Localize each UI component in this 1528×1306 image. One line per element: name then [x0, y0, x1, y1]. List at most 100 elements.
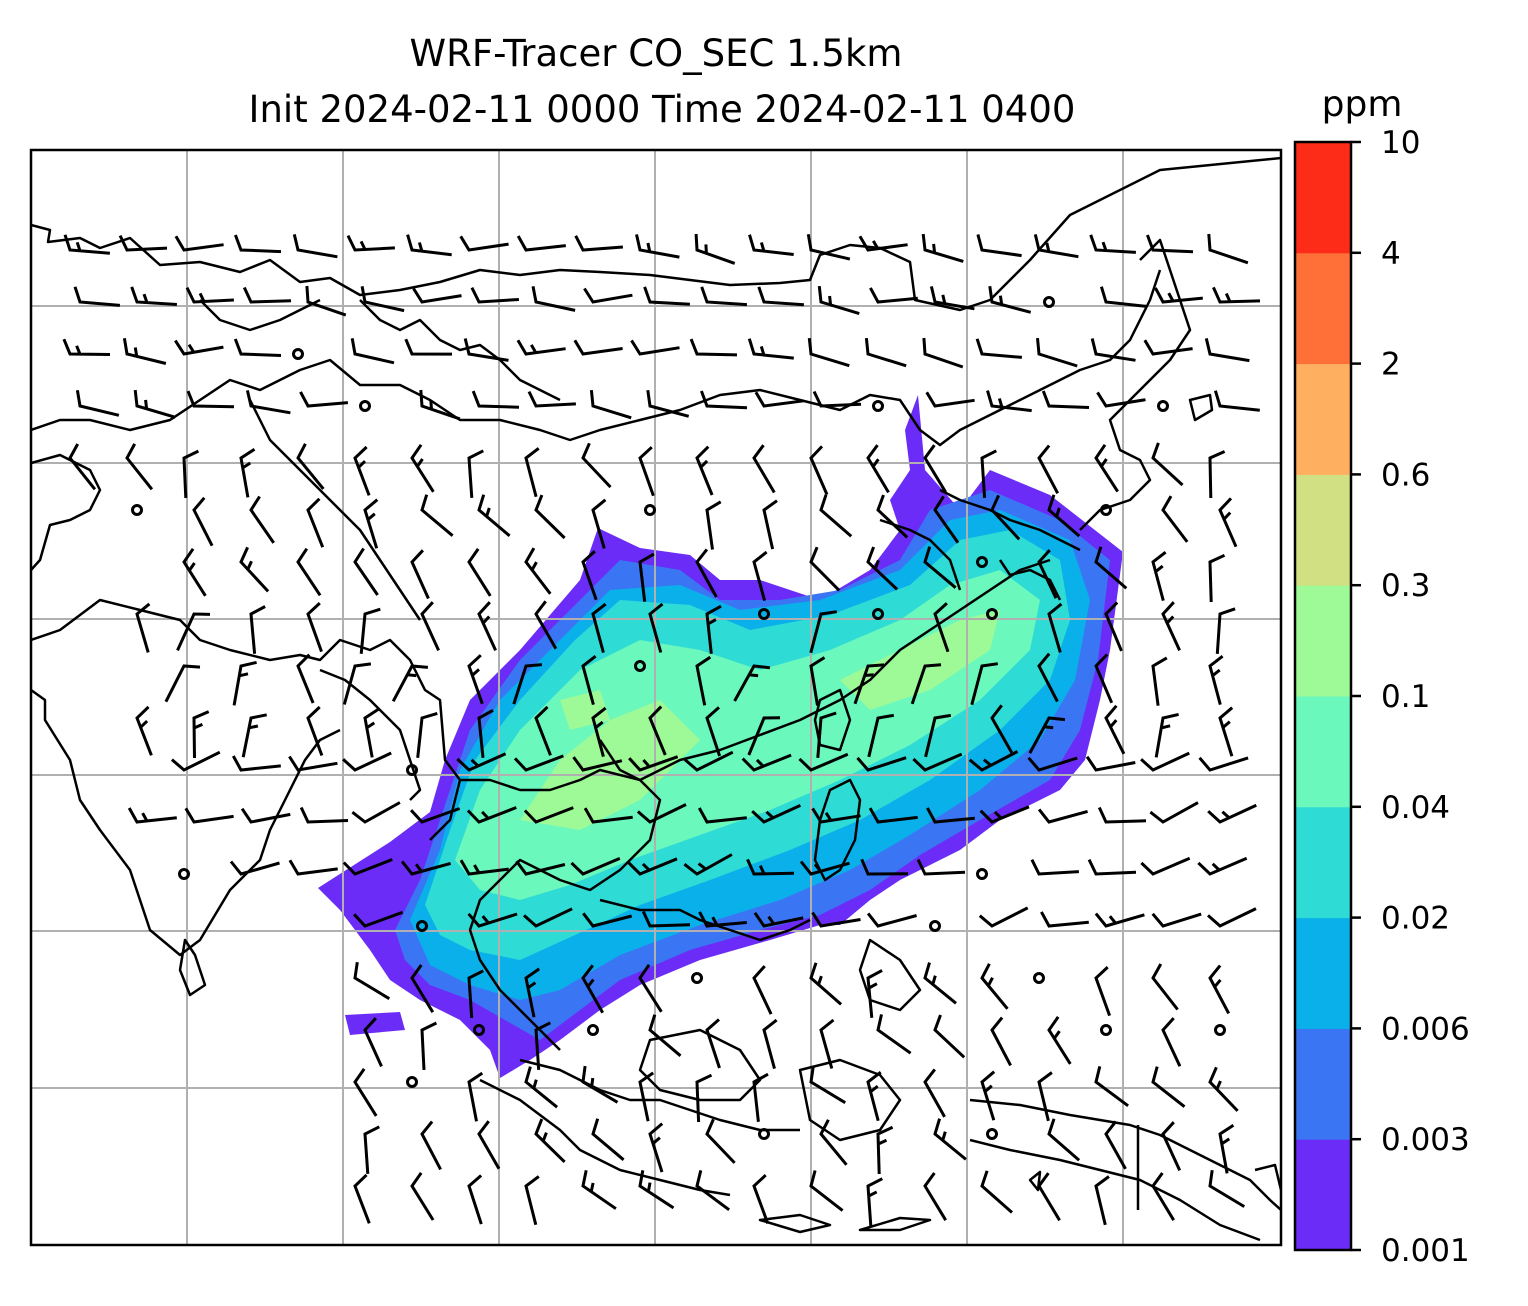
wind-barb	[581, 655, 597, 705]
wind-barb	[1085, 755, 1136, 772]
wind-barb	[570, 857, 621, 876]
wind-barb	[133, 389, 176, 419]
wind-barb	[416, 711, 438, 758]
calm-wind-marker	[1100, 1024, 1112, 1036]
wind-barb	[1033, 234, 1079, 259]
wind-barb	[185, 286, 234, 304]
wind-barb	[477, 601, 497, 652]
wind-barb	[924, 713, 952, 758]
wind-barb	[1094, 443, 1119, 493]
wind-barb	[695, 655, 712, 706]
wind-barb	[581, 550, 598, 601]
wind-barb	[923, 1172, 947, 1221]
wind-barb	[1161, 1017, 1182, 1067]
wind-barb	[470, 287, 519, 304]
wind-barb	[916, 858, 966, 876]
wind-barb	[249, 605, 266, 654]
wind-barb	[699, 390, 748, 410]
calm-wind-marker	[872, 608, 884, 620]
wind-barb	[752, 965, 773, 1015]
colorbar-segment	[1295, 142, 1351, 254]
wind-barb	[420, 1021, 438, 1070]
colorbar-segment	[1295, 363, 1351, 475]
wind-barb	[534, 494, 566, 540]
wind-barb	[467, 1071, 484, 1122]
wind-barb	[807, 337, 850, 368]
colorbar-tick-label: 0.6	[1381, 457, 1430, 493]
wind-barb	[1161, 495, 1189, 543]
gridlines	[31, 150, 1281, 1245]
wind-barb	[819, 1119, 848, 1166]
wind-barb	[299, 806, 349, 824]
wind-barb	[1149, 801, 1199, 824]
wind-barb	[1037, 808, 1088, 824]
wind-barb	[1143, 339, 1193, 356]
wind-barb	[990, 704, 1014, 754]
calm-wind-marker	[587, 1024, 599, 1036]
wind-barb	[249, 495, 275, 544]
wind-barb	[809, 656, 826, 706]
wind-barb	[1204, 338, 1250, 363]
wind-barb	[1215, 607, 1236, 655]
wind-barb	[929, 286, 975, 311]
wind-barb	[363, 498, 379, 549]
wind-barb	[864, 337, 907, 368]
wind-barb	[182, 449, 200, 499]
wind-barb	[921, 233, 964, 263]
wind-barb	[980, 1070, 996, 1121]
wind-barb	[1207, 803, 1257, 824]
wind-barb	[1208, 450, 1226, 499]
wind-barb	[975, 338, 1023, 359]
wind-barb	[757, 286, 805, 307]
wind-barb	[306, 705, 324, 757]
calm-wind-marker	[976, 556, 988, 568]
wind-barb	[164, 664, 201, 703]
wind-barb	[1028, 716, 1066, 754]
wind-barb	[296, 443, 325, 490]
wind-barb	[1047, 1118, 1081, 1162]
wind-barb	[1218, 706, 1234, 757]
wind-barb	[697, 807, 747, 824]
wind-barb	[118, 234, 168, 252]
wind-barb	[980, 1170, 1013, 1214]
wind-barb	[1140, 751, 1190, 772]
wind-barb	[1047, 494, 1081, 538]
calm-wind-marker	[644, 504, 656, 516]
wind-barb	[459, 235, 509, 252]
wind-barb	[923, 444, 947, 493]
wind-barb	[351, 801, 401, 824]
calm-wind-marker	[634, 660, 646, 672]
calm-wind-marker	[178, 868, 190, 880]
wind-barb	[970, 662, 999, 706]
wind-barb	[754, 391, 804, 408]
wind-barb	[705, 1118, 736, 1164]
colorbar-tick-label: 2	[1381, 347, 1401, 383]
wind-barb	[524, 967, 541, 1018]
wind-barb	[1094, 966, 1112, 1017]
wind-barb	[515, 860, 566, 876]
wind-barb	[922, 337, 964, 369]
wind-barb	[420, 494, 454, 537]
wind-barb	[866, 546, 899, 591]
wind-barb	[363, 1017, 383, 1068]
wind-barb	[988, 285, 1032, 314]
wind-barb	[876, 1125, 894, 1175]
wind-barb	[391, 664, 429, 703]
wind-barb	[925, 391, 975, 408]
wind-barb	[296, 653, 315, 704]
calm-wind-marker	[416, 920, 428, 932]
map-area	[31, 150, 1281, 1245]
wind-barb	[933, 1118, 967, 1161]
colorbar-tick-label: 0.001	[1381, 1233, 1470, 1269]
wind-barb	[1089, 234, 1136, 254]
wind-barb	[705, 706, 722, 757]
colorbar-tick-label: 10	[1381, 125, 1420, 161]
wind-barb	[292, 234, 338, 259]
wind-barb	[363, 1125, 380, 1175]
wind-barb	[648, 1122, 664, 1173]
wind-barb	[695, 1170, 730, 1212]
wind-barb	[229, 860, 280, 876]
colorbar-segment	[1295, 585, 1351, 697]
wind-barb	[809, 610, 838, 654]
wind-barb	[1104, 1120, 1127, 1170]
